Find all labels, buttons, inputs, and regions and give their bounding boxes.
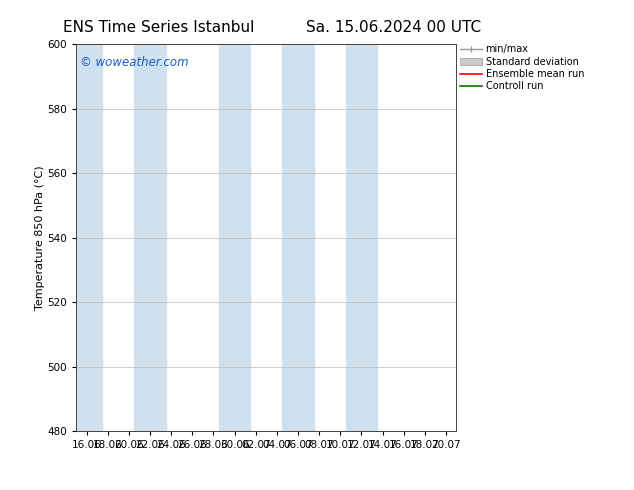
Legend: min/max, Standard deviation, Ensemble mean run, Controll run: min/max, Standard deviation, Ensemble me… (460, 44, 584, 92)
Text: Sa. 15.06.2024 00 UTC: Sa. 15.06.2024 00 UTC (306, 20, 481, 35)
Bar (346, 44, 377, 431)
Bar (134, 44, 166, 431)
Text: © woweather.com: © woweather.com (80, 56, 188, 69)
Bar (282, 44, 314, 431)
Y-axis label: Temperature 850 hPa (°C): Temperature 850 hPa (°C) (34, 165, 44, 310)
Text: ENS Time Series Istanbul: ENS Time Series Istanbul (63, 20, 254, 35)
Bar (219, 44, 250, 431)
Bar (71, 44, 103, 431)
